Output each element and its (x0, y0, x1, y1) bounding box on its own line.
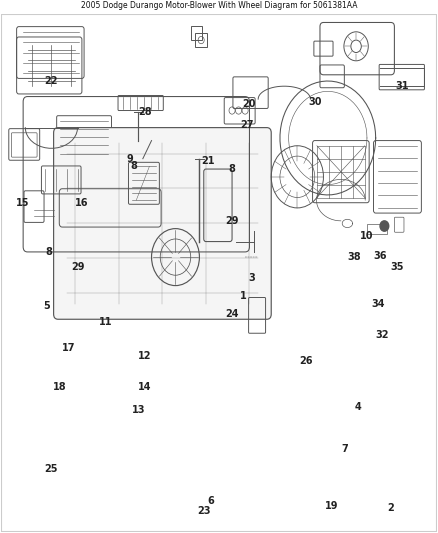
Text: 32: 32 (375, 330, 389, 340)
Text: 10: 10 (360, 231, 374, 241)
Text: 2005 Dodge Durango Motor-Blower With Wheel Diagram for 5061381AA: 2005 Dodge Durango Motor-Blower With Whe… (81, 1, 357, 10)
Bar (195, 33, 207, 47)
Text: 21: 21 (201, 156, 215, 166)
Text: 15: 15 (15, 198, 29, 208)
FancyBboxPatch shape (53, 127, 271, 319)
Circle shape (380, 221, 389, 231)
Text: 19: 19 (325, 500, 339, 511)
Text: 27: 27 (240, 120, 254, 130)
Bar (367, 224, 387, 234)
Text: 38: 38 (347, 252, 361, 262)
Text: 30: 30 (308, 96, 321, 107)
Text: 1: 1 (240, 291, 246, 301)
Text: 8: 8 (46, 247, 53, 257)
Text: 34: 34 (371, 298, 385, 309)
Text: 26: 26 (299, 356, 313, 366)
Text: 7: 7 (342, 444, 349, 454)
Text: 22: 22 (45, 76, 58, 86)
Text: 4: 4 (355, 402, 362, 413)
Text: 31: 31 (395, 81, 409, 91)
Text: 35: 35 (391, 262, 404, 272)
Text: 2: 2 (388, 503, 394, 513)
Text: 12: 12 (138, 351, 152, 360)
Text: 24: 24 (225, 309, 239, 319)
Text: 6: 6 (207, 496, 214, 505)
Text: 8: 8 (229, 164, 236, 174)
Text: 9: 9 (127, 154, 133, 164)
Text: 13: 13 (132, 405, 145, 415)
Text: 28: 28 (138, 107, 152, 117)
Text: 25: 25 (45, 464, 58, 474)
Text: 23: 23 (197, 506, 211, 516)
Bar (191, 26, 202, 39)
Text: 5: 5 (44, 301, 50, 311)
Text: 8: 8 (131, 161, 138, 172)
Text: 29: 29 (225, 216, 239, 226)
Text: 3: 3 (248, 273, 255, 283)
Text: 29: 29 (71, 262, 84, 272)
Text: 20: 20 (243, 99, 256, 109)
Text: 36: 36 (373, 251, 387, 261)
Text: 14: 14 (138, 382, 152, 392)
Text: 17: 17 (62, 343, 76, 353)
Text: 11: 11 (99, 317, 113, 327)
Text: 18: 18 (53, 382, 67, 392)
Text: 16: 16 (75, 198, 88, 208)
